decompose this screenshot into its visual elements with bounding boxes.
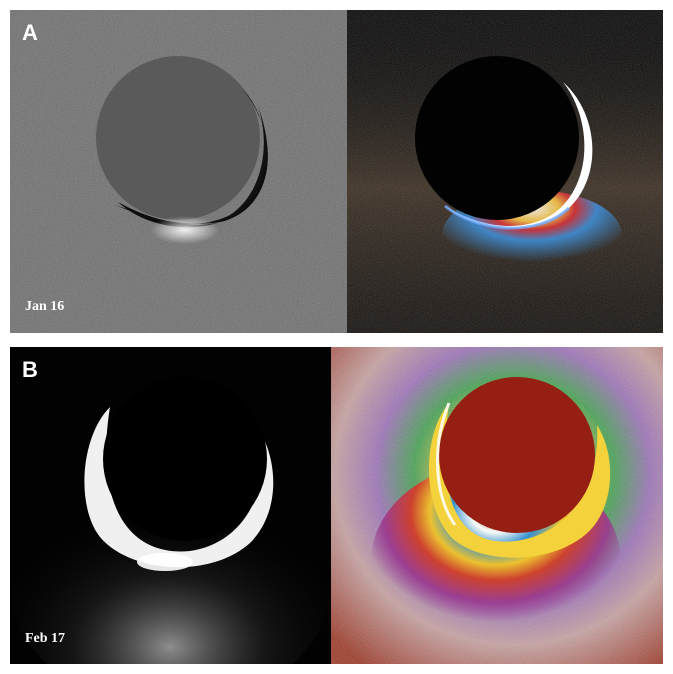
enceladus-color-a-image [347,10,663,333]
panel-a-color [347,10,663,333]
enceladus-gray-b-image [10,347,331,664]
panel-label-b: B [22,357,38,382]
panel-b-color [331,347,663,664]
enceladus-false-color-b-image [331,347,663,664]
enceladus-gray-a-image [10,10,347,333]
date-label-feb-17: Feb 17 [25,631,66,646]
panel-b-grayscale: B Feb 17 [10,347,331,664]
panel-a-grayscale: A Jan 16 [10,10,347,333]
date-label-jan-16: Jan 16 [25,299,65,314]
panel-label-a: A [22,20,38,45]
